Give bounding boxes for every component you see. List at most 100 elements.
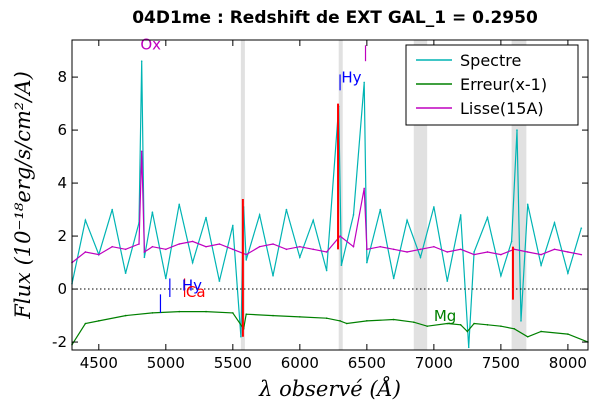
x-tick-label: 5000 [147,354,185,372]
data-point [299,256,301,259]
series-line [71,61,582,348]
data-point [312,219,315,221]
line-annotation: Ox [140,35,161,53]
data-point [138,243,140,245]
data-point [165,248,167,251]
series-line [71,151,582,264]
data-point [426,325,428,327]
data-point [553,222,556,224]
data-point [352,245,355,248]
data-point [486,324,489,326]
data-point [513,328,516,330]
data-point [258,214,261,216]
data-point [406,251,408,253]
data-point [111,208,114,211]
legend-entry: Spectre [460,51,521,70]
data-point [526,203,529,206]
data-point [486,216,489,219]
data-point [553,248,556,251]
data-point [486,251,489,253]
data-point [580,227,583,229]
data-point [151,312,154,314]
data-point [124,314,127,317]
x-tick-label: 7500 [482,354,520,372]
data-point [363,187,365,190]
data-point [325,251,328,253]
data-point [510,240,513,243]
data-point [392,318,395,321]
data-point [339,235,341,237]
data-point [526,335,529,338]
data-point [285,248,288,251]
x-tick-label: 7000 [415,354,453,372]
data-point [191,240,194,243]
data-point [205,216,207,219]
legend-box [405,44,579,126]
y-tick-label: -2 [52,333,67,351]
series-2 [71,310,589,346]
line-annotation: Ca [186,283,206,301]
x-tick-label: 4500 [80,354,118,372]
data-point [143,251,146,253]
data-point [406,219,408,221]
data-point [419,248,422,251]
data-point [111,245,114,248]
data-point [178,310,181,313]
data-point [352,214,355,216]
data-point [526,251,529,253]
data-point [345,322,348,325]
data-point [379,245,382,248]
data-point [500,253,502,256]
data-point [340,264,343,267]
data-point [540,253,542,256]
data-point [412,321,415,323]
data-point [366,320,368,322]
data-point [446,322,449,325]
data-point [84,219,87,221]
data-point [325,317,328,320]
data-point [392,277,395,280]
data-point [466,330,469,333]
data-point [567,251,569,253]
line-annotation: Mg [434,307,456,325]
line-annotation: Hy [341,68,361,86]
x-tick-label: 6500 [348,354,386,372]
legend-entry: Lisse(15A) [460,99,544,118]
series-line [71,311,589,346]
plot-frame [71,39,589,351]
data-point [232,248,234,251]
x-axis-label: λ observé (Å) [258,376,401,400]
data-point [473,322,475,325]
data-point [191,261,194,264]
shaded-band [240,40,245,350]
data-point [245,259,248,261]
data-point [272,314,274,317]
data-point [245,253,248,256]
data-point [433,206,435,208]
data-point [312,248,315,251]
y-tick-label: 4 [57,174,67,192]
data-point [140,60,143,62]
data-point [84,251,87,253]
data-point [520,320,522,322]
data-point [98,253,100,256]
data-point [567,333,569,335]
data-point [143,256,146,259]
x-tick-label: 5500 [214,354,252,372]
data-point [325,269,328,272]
data-point [178,243,181,245]
data-point [516,129,518,131]
data-point [272,243,274,245]
data-point [540,264,542,267]
data-point [285,208,288,211]
data-point [363,81,365,84]
data-point [232,224,234,227]
data-point [240,335,242,338]
data-point [124,248,127,251]
legend-entry: Erreur(x-1) [460,75,547,94]
data-point [245,313,248,316]
data-point [339,320,341,322]
data-point [500,325,502,327]
data-point [84,322,87,325]
